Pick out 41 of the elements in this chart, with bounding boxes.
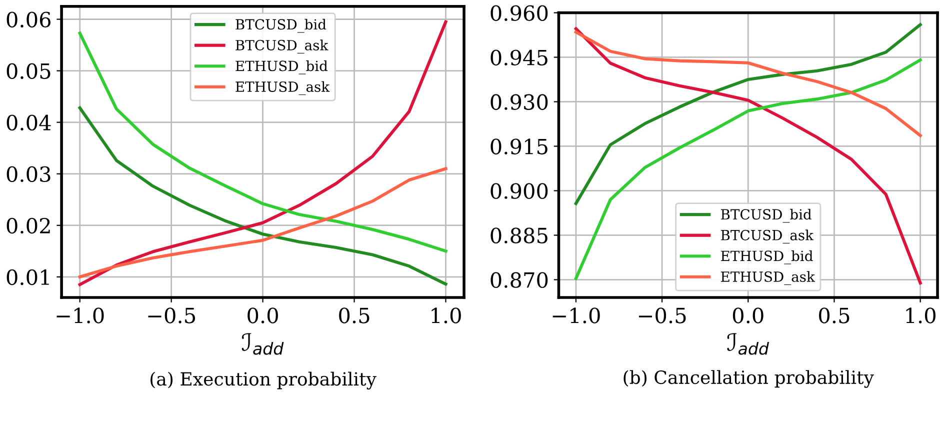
- y-tick-label: 0.870: [490, 272, 548, 288]
- text: (b) Cancellation probability: [624, 370, 874, 388]
- x-tick-label: −0.5: [638, 308, 686, 324]
- x-axis-title: ℐ$_{add}$: [242, 333, 284, 355]
- legend-label: ETHUSD_bid: [721, 250, 813, 264]
- y-tick-label: 0.05: [6, 63, 50, 79]
- y-tick-label: 0.930: [490, 94, 548, 110]
- y-tick-label: 0.01: [6, 269, 49, 286]
- line-series: [78, 20, 448, 286]
- legend-label: BTCUSD_ask: [721, 230, 814, 244]
- y-tick-label: 0.900: [490, 183, 548, 199]
- legend-label: BTCUSD_bid: [721, 208, 812, 223]
- x-tick-label: −1.0: [56, 308, 104, 324]
- legend-label: BTCUSD_ask: [236, 40, 328, 54]
- line-series: [78, 106, 448, 286]
- line-series: [78, 167, 448, 278]
- x-tick-label: 0.0: [248, 308, 278, 324]
- y-tick-label: 0.02: [6, 218, 50, 234]
- x-axis-title: ℐ$_{add}$: [727, 333, 770, 355]
- x-tick-label: 1.0: [906, 308, 936, 324]
- x-tick-label: −0.5: [148, 308, 196, 324]
- x-tick-label: 0.5: [819, 308, 850, 324]
- legend-label: BTCUSD_bid: [236, 18, 326, 33]
- y-tick-label: 0.04: [6, 114, 51, 131]
- y-tick-label: 0.06: [6, 12, 51, 28]
- y-tick-label: 0.915: [490, 138, 548, 154]
- legend-label: ETHUSD_ask: [721, 271, 815, 285]
- y-tick-label: 0.945: [490, 50, 548, 66]
- x-tick-label: 0.0: [732, 308, 764, 324]
- line-series: [78, 32, 448, 253]
- legend-label: ETHUSD_bid: [236, 60, 328, 74]
- text: (a) Execution probability: [150, 372, 376, 390]
- line-series: [574, 23, 922, 206]
- y-tick-label: 0.960: [490, 5, 548, 21]
- x-tick-label: −1.0: [552, 308, 600, 324]
- legend-label: ETHUSD_ask: [236, 81, 330, 96]
- line-series: [574, 30, 922, 138]
- x-tick-label: 1.0: [432, 308, 461, 324]
- x-tick-label: 0.5: [339, 308, 370, 324]
- y-tick-label: 0.885: [490, 228, 548, 244]
- y-tick-label: 0.03: [6, 166, 50, 182]
